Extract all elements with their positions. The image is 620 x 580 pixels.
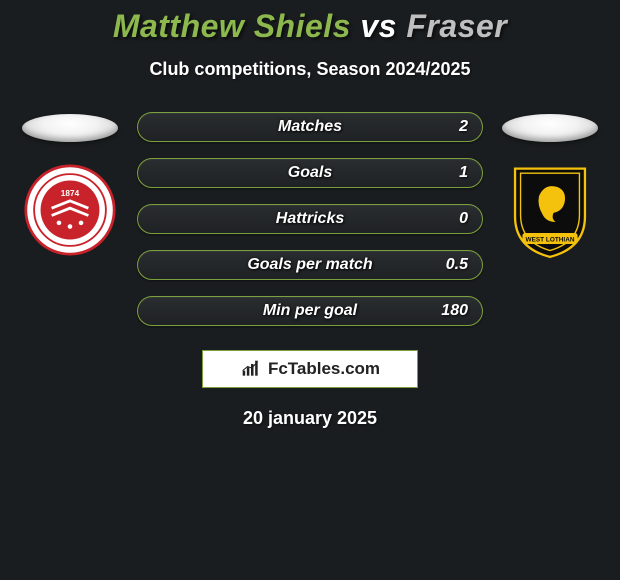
svg-text:1874: 1874 — [61, 189, 80, 198]
stat-value-right: 0 — [459, 210, 468, 228]
comparison-subtitle: Club competitions, Season 2024/2025 — [149, 59, 470, 80]
svg-text:WEST LOTHIAN: WEST LOTHIAN — [526, 236, 575, 243]
player1-name: Matthew Shiels — [113, 8, 351, 44]
vs-separator: vs — [360, 8, 397, 44]
right-player-badge — [502, 114, 598, 142]
bar-chart-icon — [240, 359, 262, 379]
comparison-title: Matthew Shiels vs Fraser — [113, 8, 507, 45]
right-club-crest: WEST LOTHIAN — [504, 164, 596, 256]
livingston-crest-icon: WEST LOTHIAN — [504, 158, 596, 262]
stat-pill: Hattricks 0 — [137, 204, 483, 234]
stat-pill: Goals per match 0.5 — [137, 250, 483, 280]
stats-column: Matches 2 Goals 1 Hattricks 0 Goals per match 0… — [137, 112, 483, 326]
stat-label: Matches — [278, 118, 342, 136]
stat-pill: Min per goal 180 — [137, 296, 483, 326]
stat-label: Goals per match — [247, 256, 372, 274]
stat-pill: Matches 2 — [137, 112, 483, 142]
left-club-crest: 1874 — [24, 164, 116, 256]
stat-label: Goals — [288, 164, 332, 182]
left-player-badge — [22, 114, 118, 142]
stat-value-right: 0.5 — [446, 256, 468, 274]
stat-value-right: 2 — [459, 118, 468, 136]
hamilton-crest-icon: 1874 — [24, 164, 116, 256]
content-row: 1874 Matches 2 Goals 1 Hattricks 0 Goals per m… — [0, 112, 620, 326]
left-column: 1874 — [15, 112, 125, 256]
stat-label: Hattricks — [276, 210, 344, 228]
stat-pill: Goals 1 — [137, 158, 483, 188]
stat-value-right: 180 — [441, 302, 468, 320]
comparison-card: Matthew Shiels vs Fraser Club competitio… — [0, 0, 620, 429]
player2-name: Fraser — [406, 8, 507, 44]
stat-value-right: 1 — [459, 164, 468, 182]
brand-box: FcTables.com — [202, 350, 418, 388]
comparison-date: 20 january 2025 — [243, 408, 377, 429]
brand-text: FcTables.com — [268, 359, 380, 379]
right-column: WEST LOTHIAN — [495, 112, 605, 256]
stat-label: Min per goal — [263, 302, 357, 320]
